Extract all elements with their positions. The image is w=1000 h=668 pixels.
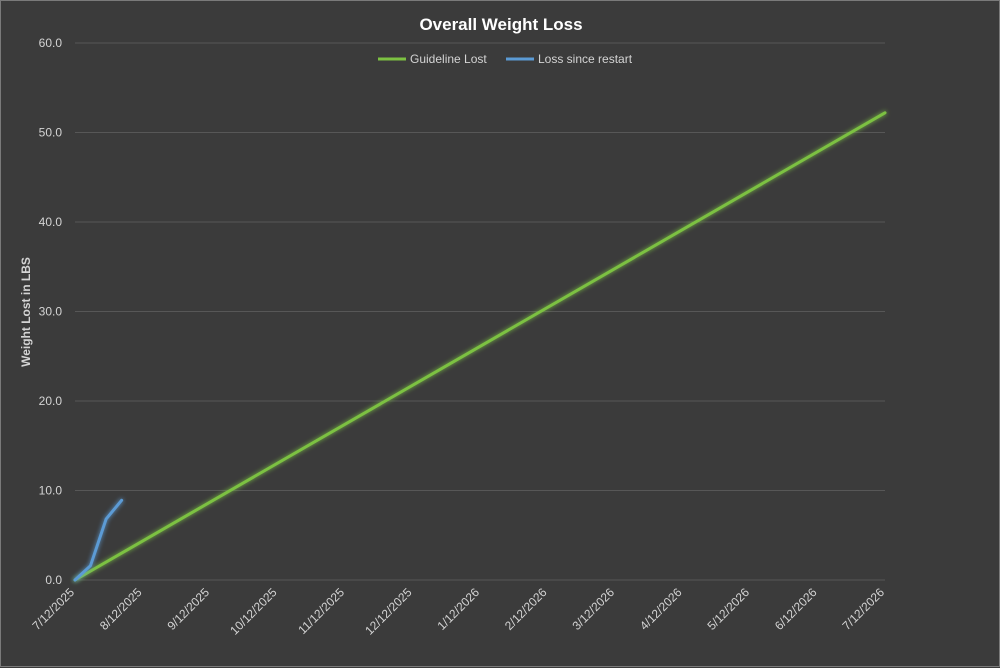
y-tick-label: 30.0	[39, 305, 63, 319]
x-tick-label: 6/12/2026	[772, 585, 820, 633]
x-axis-ticks: 7/12/2025 8/12/2025 9/12/2025 10/12/2025 11/…	[29, 585, 887, 638]
x-tick-label: 11/12/2025	[295, 585, 347, 637]
series-line	[73, 111, 887, 582]
x-tick-label: 1/12/2026	[434, 585, 482, 633]
legend-entry: Guideline Lost	[410, 52, 487, 66]
x-tick-label: 9/12/2025	[164, 585, 212, 633]
x-tick-label: 2/12/2026	[502, 585, 550, 633]
x-tick-label: 3/12/2026	[569, 585, 617, 633]
y-axis-ticks: 0.0 10.0 20.0 30.0 40.0 50.0 60.0	[39, 36, 63, 587]
series-layer	[73, 111, 887, 582]
x-tick-label: 7/12/2025	[29, 585, 77, 633]
x-tick-label: 5/12/2026	[704, 585, 752, 633]
series-line	[73, 498, 124, 582]
x-tick-label: 10/12/2025	[227, 585, 280, 638]
y-tick-label: 20.0	[39, 394, 63, 408]
y-axis-label: Weight Lost in LBS	[19, 257, 33, 367]
x-tick-label: 12/12/2025	[362, 585, 415, 638]
legend-entry: Loss since restart	[538, 52, 633, 66]
y-tick-label: 40.0	[39, 215, 63, 229]
legend: Guideline Lost Loss since restart	[378, 52, 633, 66]
y-tick-label: 0.0	[45, 573, 62, 587]
x-tick-label: 8/12/2025	[97, 585, 145, 633]
chart-title: Overall Weight Loss	[419, 15, 582, 34]
y-tick-label: 60.0	[39, 36, 63, 50]
y-tick-label: 10.0	[39, 484, 63, 498]
gridlines	[75, 42, 885, 581]
x-tick-label: 7/12/2026	[839, 585, 887, 633]
y-tick-label: 50.0	[39, 126, 63, 140]
x-tick-label: 4/12/2026	[637, 585, 685, 633]
